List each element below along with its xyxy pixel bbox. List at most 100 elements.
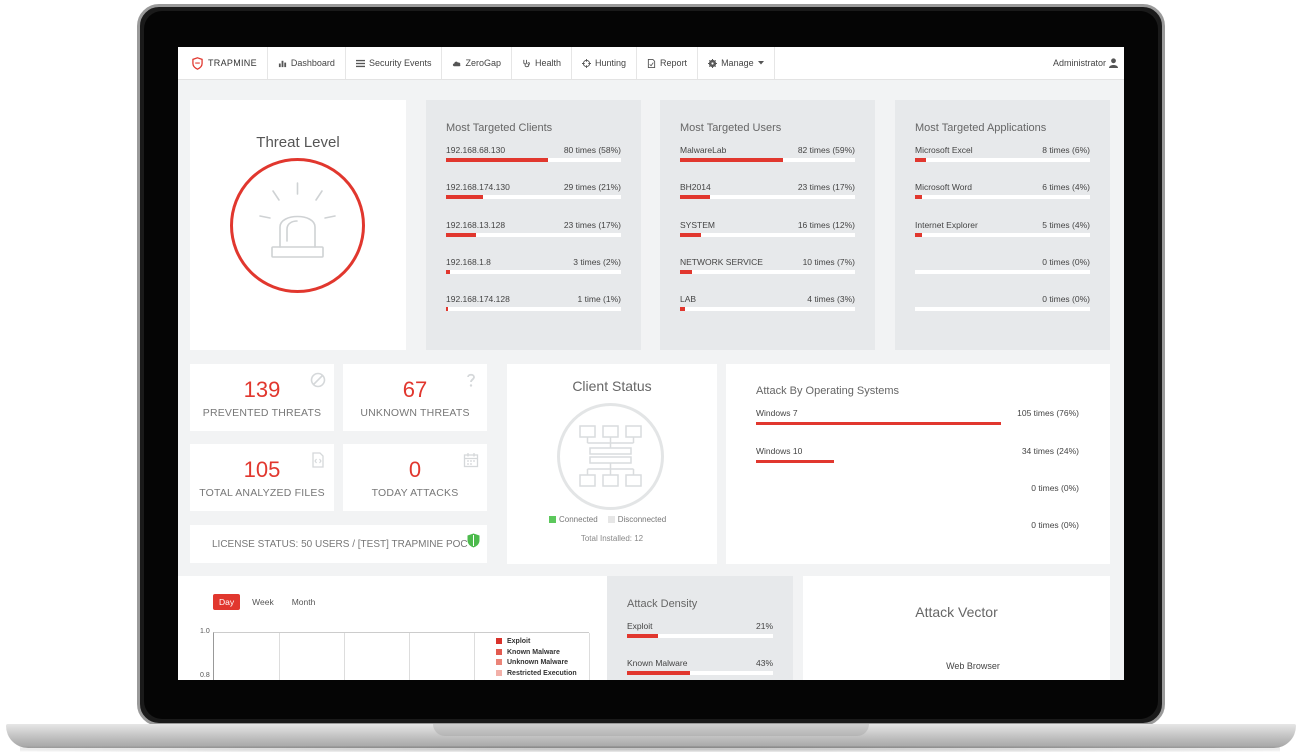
progress-track — [915, 158, 1090, 162]
user-icon — [1109, 58, 1118, 68]
prevented-threats-count: 139 — [243, 377, 281, 402]
most-targeted-applications-card: Most Targeted Applications Microsoft Exc… — [895, 100, 1110, 350]
nav-report[interactable]: Report — [637, 47, 699, 79]
os-value: 0 times (0%) — [1031, 483, 1079, 493]
attack-by-os-title: Attack By Operating Systems — [756, 385, 900, 397]
timeline-chart — [213, 632, 590, 680]
progress-track — [446, 195, 621, 199]
file-code-icon — [312, 452, 324, 468]
progress-fill — [680, 195, 710, 199]
attack-vector-card: Attack Vector Web Browser — [803, 576, 1110, 680]
today-attacks-count: 0 — [408, 457, 422, 482]
progress-fill — [756, 422, 1002, 425]
nav-manage-dropdown[interactable]: Manage — [698, 47, 775, 79]
dashboard-screen: TRAPMINE Dashboard Security Events ZeroG… — [178, 47, 1124, 680]
progress-fill — [627, 634, 658, 638]
question-icon — [467, 373, 475, 387]
os-label: Windows 10 — [756, 446, 803, 456]
progress-track — [915, 195, 1090, 199]
progress-fill — [915, 233, 922, 237]
progress-fill — [680, 270, 693, 274]
bar-chart-icon — [278, 60, 287, 67]
grid-line — [589, 633, 590, 680]
progress-fill — [446, 307, 448, 311]
progress-track — [446, 233, 621, 237]
top-navbar: TRAPMINE Dashboard Security Events ZeroG… — [178, 47, 1124, 80]
list-item-value: 16 times (12%) — [797, 220, 855, 230]
today-attacks-label: TODAY ATTACKS — [371, 487, 459, 499]
progress-fill — [680, 233, 701, 237]
total-analyzed-files-card[interactable]: 105 TOTAL ANALYZED FILES — [190, 444, 334, 511]
license-status-card: LICENSE STATUS: 50 USERS / [TEST] TRAPMI… — [190, 525, 487, 563]
nav-security-events-label: Security Events — [368, 58, 432, 68]
progress-track — [627, 671, 773, 675]
list-item-label: 192.168.1.8 — [446, 257, 491, 267]
nav-dashboard[interactable]: Dashboard — [268, 47, 346, 79]
tab-week[interactable]: Week — [252, 597, 274, 607]
brand-logo[interactable]: TRAPMINE — [178, 47, 268, 79]
list-item-label: LAB — [680, 294, 697, 304]
list-item-value: 23 times (17%) — [563, 220, 621, 230]
attack-vector-title: Attack Vector — [915, 604, 998, 620]
user-menu[interactable]: Administrator — [1053, 47, 1124, 79]
legend-item[interactable]: Restricted Execution — [496, 669, 577, 680]
tab-month[interactable]: Month — [291, 597, 316, 607]
list-item-value: 6 times (4%) — [1042, 182, 1090, 192]
prevented-threats-card[interactable]: 139 PREVENTED THREATS — [190, 364, 334, 431]
attack-timeline-card: Day Week Month 1.0 0.8 Exploit Known Mal… — [178, 576, 607, 680]
list-item-value: 29 times (21%) — [563, 182, 621, 192]
progress-track — [680, 270, 855, 274]
list-item-value: 0 times (0%) — [1042, 257, 1090, 267]
unknown-threats-card[interactable]: 67 UNKNOWN THREATS — [343, 364, 487, 431]
today-attacks-card[interactable]: 0 TODAY ATTACKS — [343, 444, 487, 511]
nav-hunting-label: Hunting — [595, 58, 627, 68]
tab-day[interactable]: Day — [213, 594, 241, 610]
nav-spacer — [775, 47, 1053, 79]
list-item-label: 192.168.174.130 — [446, 182, 510, 192]
progress-fill — [680, 307, 686, 311]
list-item-value: 5 times (4%) — [1042, 220, 1090, 230]
list-item-value: 23 times (17%) — [797, 182, 855, 192]
stethoscope-icon — [523, 59, 531, 67]
density-value: 21% — [755, 621, 773, 631]
progress-track — [446, 307, 621, 311]
list-item-value: 3 times (2%) — [573, 257, 621, 267]
legend-item[interactable]: Known Malware — [496, 648, 577, 659]
list-item-label: Microsoft Excel — [915, 145, 973, 155]
legend-item[interactable]: Exploit — [496, 637, 577, 648]
attack-by-os-card: Attack By Operating Systems Windows 7 10… — [726, 364, 1110, 564]
attack-density-card: Attack Density Exploit 21% Known Malware… — [607, 576, 793, 680]
list-icon — [355, 59, 365, 67]
os-value: 34 times (24%) — [1021, 446, 1079, 456]
nav-security-events[interactable]: Security Events — [346, 47, 443, 79]
nav-health-label: Health — [535, 58, 562, 68]
progress-track — [915, 307, 1090, 311]
network-icon — [579, 425, 642, 487]
shield-check-icon — [467, 533, 480, 548]
list-item-value: 0 times (0%) — [1042, 294, 1090, 304]
nav-health[interactable]: Health — [512, 47, 573, 79]
nav-zerogap[interactable]: ZeroGap — [442, 47, 512, 79]
list-item-label: Microsoft Word — [915, 182, 972, 192]
threat-level-gauge — [230, 158, 365, 293]
legend-connected: Connected — [549, 515, 598, 524]
grid-line — [409, 633, 410, 680]
threat-level-card: Threat Level — [190, 100, 406, 350]
list-item-label: Internet Explorer — [915, 220, 978, 230]
nav-report-label: Report — [660, 58, 688, 68]
siren-icon — [259, 182, 336, 258]
client-status-title: Client Status — [572, 378, 652, 394]
gear-icon — [708, 58, 718, 68]
progress-track — [915, 233, 1090, 237]
most-targeted-users-card: Most Targeted Users MalwareLab 82 times … — [660, 100, 875, 350]
progress-fill — [446, 233, 476, 237]
progress-track — [915, 270, 1090, 274]
grid-line — [279, 633, 280, 680]
total-analyzed-files-label: TOTAL ANALYZED FILES — [199, 487, 325, 499]
nav-zerogap-label: ZeroGap — [465, 58, 501, 68]
nav-hunting[interactable]: Hunting — [572, 47, 638, 79]
list-item-label: BH2014 — [680, 182, 711, 192]
legend-item[interactable]: Unknown Malware — [496, 658, 577, 669]
unknown-threats-label: UNKNOWN THREATS — [360, 407, 470, 419]
trapmine-shield-icon — [192, 56, 203, 70]
